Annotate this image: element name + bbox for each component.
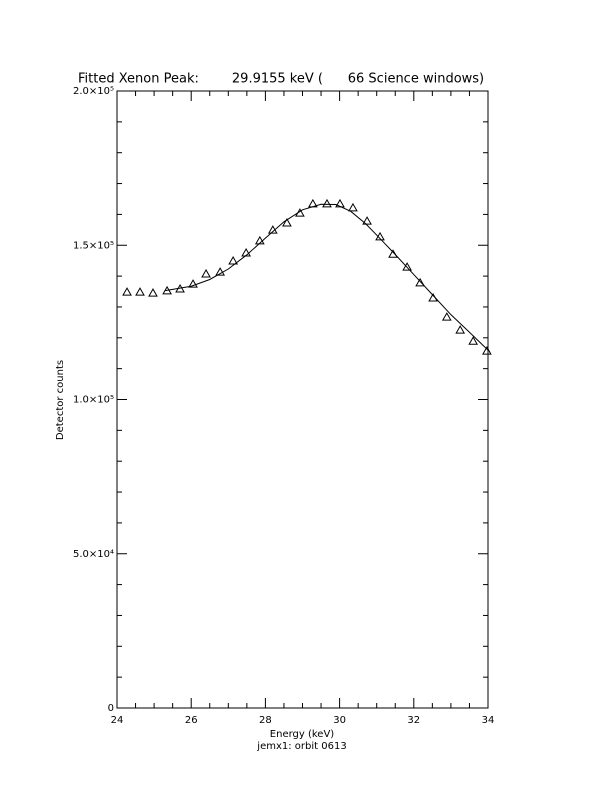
x-tick-label: 24 xyxy=(111,715,124,726)
y-tick-label: 5.0×10⁴ xyxy=(73,549,114,560)
x-tick-label: 28 xyxy=(259,715,272,726)
data-point xyxy=(415,277,425,287)
x-axis-label: Energy (keV) xyxy=(270,729,335,740)
data-point xyxy=(482,346,492,355)
data-point xyxy=(402,262,412,271)
chart-title: Fitted Xenon Peak: 29.9155 keV ( 66 Scie… xyxy=(78,72,484,87)
x-tick-label: 32 xyxy=(407,715,420,726)
data-point xyxy=(455,325,466,334)
data-point xyxy=(468,336,479,345)
y-tick-label: 1.5×10⁵ xyxy=(73,240,114,251)
data-point xyxy=(228,255,238,265)
data-point xyxy=(322,198,332,208)
x-tick-label: 34 xyxy=(482,715,495,726)
y-tick-label: 1.0×10⁵ xyxy=(73,395,114,406)
plot-frame xyxy=(116,90,489,709)
data-point xyxy=(215,267,225,276)
x-tick-label: 26 xyxy=(185,715,198,726)
y-tick-label: 0 xyxy=(108,703,114,714)
data-point xyxy=(362,216,372,225)
data-point xyxy=(148,288,158,297)
x-tick-label: 30 xyxy=(333,715,346,726)
y-axis-label: Detector counts xyxy=(55,360,66,440)
data-point xyxy=(254,235,265,245)
caption: jemx1: orbit 0613 xyxy=(256,741,346,752)
data-point xyxy=(188,279,198,288)
data-point xyxy=(201,268,211,278)
data-point xyxy=(441,312,452,321)
data-point xyxy=(135,287,145,296)
data-point xyxy=(122,287,132,296)
data-point xyxy=(388,249,398,258)
fit-line xyxy=(165,203,489,351)
data-point xyxy=(282,218,292,227)
data-point xyxy=(348,202,358,212)
y-tick-label: 2.0×10⁵ xyxy=(73,86,114,97)
